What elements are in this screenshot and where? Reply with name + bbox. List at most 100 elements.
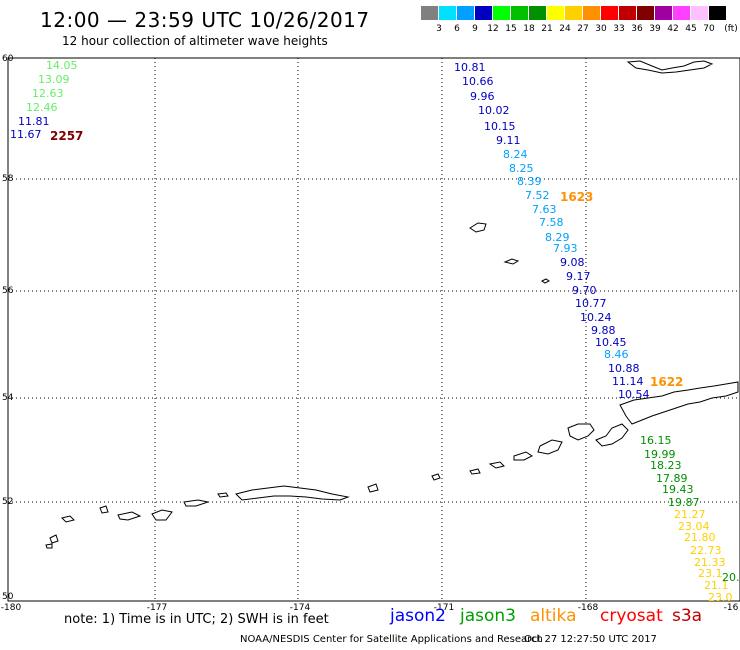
wave-height-value: 10.81 bbox=[454, 61, 486, 74]
legend-swatch bbox=[547, 6, 564, 20]
map-frame bbox=[7, 57, 740, 602]
legend-label: 3 bbox=[436, 24, 442, 34]
wave-height-value: 8.39 bbox=[517, 175, 542, 188]
island-outline bbox=[183, 499, 210, 507]
legend-swatch bbox=[709, 6, 726, 20]
legend-label: 70 bbox=[703, 24, 715, 34]
wave-height-value: 21.1 bbox=[704, 579, 729, 592]
island-outline bbox=[367, 483, 379, 493]
legend-label: 30 bbox=[595, 24, 607, 34]
longitude-label: -168 bbox=[578, 603, 599, 610]
legend-label: 45 bbox=[685, 24, 697, 34]
longitude-label: -180 bbox=[1, 603, 22, 610]
wave-height-value: 23.1 bbox=[698, 567, 723, 580]
credit-line: NOAA/NESDIS Center for Satellite Applica… bbox=[240, 634, 543, 645]
wave-height-value: 10.15 bbox=[484, 120, 516, 133]
legend-label: 9 bbox=[472, 24, 478, 34]
wave-height-value: 23.04 bbox=[678, 520, 710, 533]
wave-height-value: 11.14 bbox=[612, 375, 644, 388]
legend-label: 18 bbox=[523, 24, 535, 34]
latitude-label: 50 bbox=[2, 592, 14, 602]
wave-height-value: 21.27 bbox=[674, 508, 706, 521]
legend-unit: (ft) bbox=[724, 24, 738, 34]
legend-swatch bbox=[655, 6, 672, 20]
wave-height-value: 9.17 bbox=[566, 270, 591, 283]
wave-height-value: 9.70 bbox=[572, 284, 597, 297]
island-outline bbox=[431, 473, 441, 481]
island-outline bbox=[117, 511, 142, 521]
island-outline bbox=[619, 381, 739, 425]
wave-height-value: 21.33 bbox=[694, 556, 726, 569]
longitude-label: -177 bbox=[147, 603, 167, 610]
wave-height-value: 10.88 bbox=[608, 362, 640, 375]
map-subtitle: 12 hour collection of altimeter wave hei… bbox=[62, 34, 328, 48]
wave-height-value: 11.81 bbox=[18, 115, 50, 128]
wave-height-value: 14.05 bbox=[46, 59, 78, 72]
wave-height-value: 22.73 bbox=[690, 544, 722, 557]
wave-height-value: 10.02 bbox=[478, 104, 510, 117]
pass-time-label: 1623 bbox=[560, 190, 593, 204]
wave-height-value: 8.25 bbox=[509, 162, 534, 175]
island-outline bbox=[567, 423, 595, 441]
legend-label: 21 bbox=[541, 24, 553, 34]
wave-height-value: 12.63 bbox=[32, 87, 64, 100]
generation-timestamp: Oct 27 12:27:50 UTC 2017 bbox=[524, 634, 657, 645]
legend-swatch bbox=[565, 6, 582, 20]
longitude-label: -171 bbox=[434, 603, 454, 610]
latitude-label: 56 bbox=[2, 286, 14, 296]
wave-height-value: 10.77 bbox=[575, 297, 607, 310]
mission-name: s3a bbox=[672, 606, 703, 626]
footer-note: note: 1) Time is in UTC; 2) SWH is in fe… bbox=[64, 612, 329, 627]
mission-name: cryosat bbox=[600, 606, 663, 626]
wave-height-value: 12.46 bbox=[26, 101, 58, 114]
island-outline bbox=[537, 439, 563, 455]
longitude-label: -16 bbox=[724, 603, 739, 610]
legend-swatch bbox=[637, 6, 654, 20]
wave-height-value: 20. bbox=[722, 571, 740, 584]
island-outline bbox=[235, 485, 350, 501]
wave-height-value: 8.29 bbox=[545, 231, 570, 244]
legend-swatch bbox=[673, 6, 690, 20]
legend-label: 42 bbox=[667, 24, 679, 34]
legend-swatch bbox=[439, 6, 456, 20]
island-outline bbox=[513, 451, 533, 461]
axis-labels: -180 -177 -174 -171 -168 -16 60 58 56 54 52 50 bbox=[1, 54, 739, 610]
mission-name: altika bbox=[530, 606, 577, 626]
legend-swatch bbox=[457, 6, 474, 20]
wave-height-value: 7.58 bbox=[539, 216, 564, 229]
wave-height-value: 9.08 bbox=[560, 256, 585, 269]
wave-height-value: 21.80 bbox=[684, 531, 716, 544]
wave-height-value: 8.46 bbox=[604, 348, 629, 361]
wave-height-value: 7.52 bbox=[525, 189, 550, 202]
wave-height-value: 8.24 bbox=[503, 148, 528, 161]
legend-label: 24 bbox=[559, 24, 571, 34]
wave-height-value: 17.89 bbox=[656, 472, 688, 485]
wave-height-value: 9.96 bbox=[470, 90, 495, 103]
legend-swatch bbox=[421, 6, 438, 20]
mission-name: jason3 bbox=[460, 606, 516, 626]
wave-height-value: 10.66 bbox=[462, 75, 494, 88]
latitude-label: 58 bbox=[2, 174, 14, 184]
wave-height-value: 18.23 bbox=[650, 459, 682, 472]
wave-height-value: 7.93 bbox=[553, 242, 578, 255]
map-gridlines bbox=[8, 58, 740, 601]
legend-swatch bbox=[511, 6, 528, 20]
legend-label: 39 bbox=[649, 24, 661, 34]
legend-label: 36 bbox=[631, 24, 643, 34]
coastlines bbox=[45, 60, 739, 549]
wave-height-value: 13.09 bbox=[38, 73, 70, 86]
latitude-label: 60 bbox=[2, 54, 14, 64]
legend-label: 27 bbox=[577, 24, 589, 34]
island-outline bbox=[45, 543, 53, 549]
latitude-label: 54 bbox=[2, 393, 14, 403]
wave-height-value: 9.88 bbox=[591, 324, 616, 337]
island-outline bbox=[595, 423, 629, 447]
wave-height-value: 10.24 bbox=[580, 311, 612, 324]
pass-time-label: 1622 bbox=[650, 375, 683, 389]
island-outline bbox=[503, 258, 520, 265]
legend-label: 15 bbox=[505, 24, 517, 34]
legend-label: 33 bbox=[613, 24, 625, 34]
legend-swatch bbox=[529, 6, 546, 20]
longitude-label: -174 bbox=[290, 603, 311, 610]
